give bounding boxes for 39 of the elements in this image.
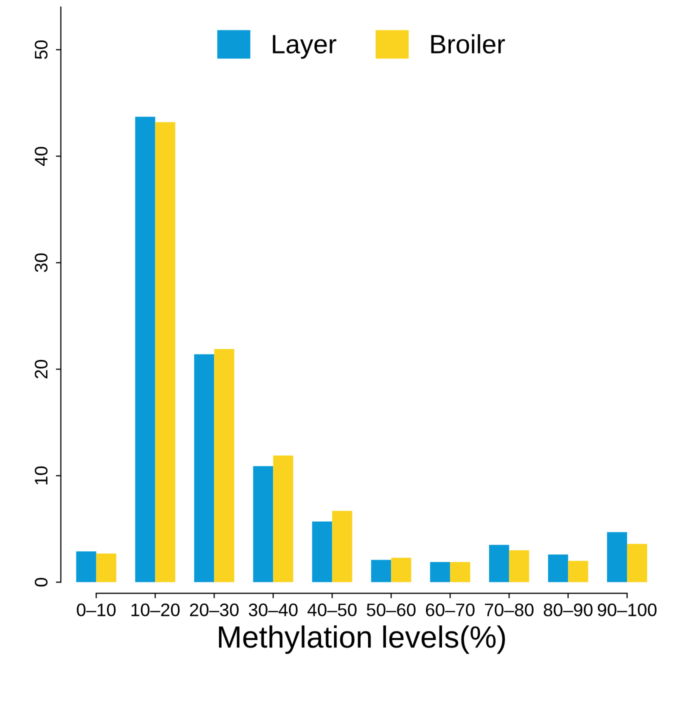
bar [371, 560, 392, 582]
x-tick-label: 50–60 [366, 604, 416, 616]
legend-label: Layer [272, 35, 336, 59]
x-tick-label: 30–40 [248, 604, 298, 616]
bar [509, 550, 530, 582]
bar [76, 551, 96, 582]
y-tick-label: 0 [34, 578, 48, 587]
x-tick-label: 80–90 [544, 604, 593, 616]
bar [96, 553, 116, 582]
bar [253, 466, 274, 582]
bar [214, 348, 234, 582]
x-tick-label: 10–20 [131, 604, 180, 616]
legend-label: Broiler [431, 34, 505, 54]
bar [135, 116, 156, 582]
bar [155, 122, 176, 582]
x-tick-label: 60–70 [426, 604, 475, 616]
y-tick-label: 50 [34, 40, 48, 60]
bar [627, 544, 648, 582]
bar [548, 554, 568, 582]
x-tick-label: 70–80 [484, 604, 534, 616]
y-tick-label: 40 [34, 146, 48, 166]
bar [194, 354, 214, 582]
bar [391, 558, 412, 582]
y-tick-label: 20 [34, 360, 48, 378]
x-axis-title: Methylation levels(%) [218, 625, 505, 654]
bar [450, 562, 470, 582]
bar [607, 532, 628, 582]
x-tick-label: 0–10 [76, 604, 116, 616]
bar [273, 455, 294, 582]
y-tick-label: 10 [34, 466, 48, 484]
bar [312, 521, 332, 582]
bar [430, 562, 450, 582]
bar [489, 544, 510, 582]
x-tick-label: 40–50 [307, 604, 357, 616]
bar [568, 560, 588, 582]
x-tick-label: 90–100 [598, 604, 657, 616]
x-tick-label: 20–30 [190, 604, 239, 616]
bar [332, 510, 352, 582]
y-tick-label: 30 [34, 253, 48, 272]
